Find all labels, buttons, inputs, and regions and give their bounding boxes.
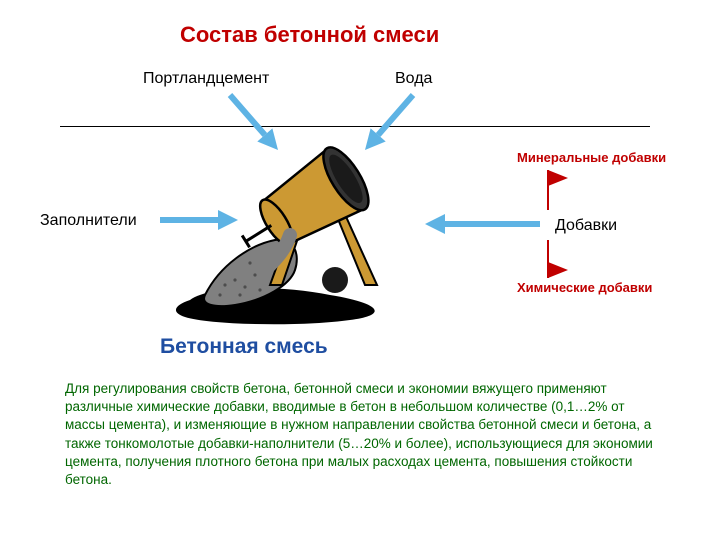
additives-arrow xyxy=(425,214,540,234)
water-arrow xyxy=(365,95,413,150)
flag-chemical-icon xyxy=(548,240,568,278)
portland-arrow xyxy=(230,95,278,150)
body-text: Для регулирования свойств бетона, бетонн… xyxy=(65,380,665,489)
flag-mineral-icon xyxy=(548,170,568,210)
fillers-arrow xyxy=(160,210,238,230)
mixer-icon xyxy=(176,141,377,324)
